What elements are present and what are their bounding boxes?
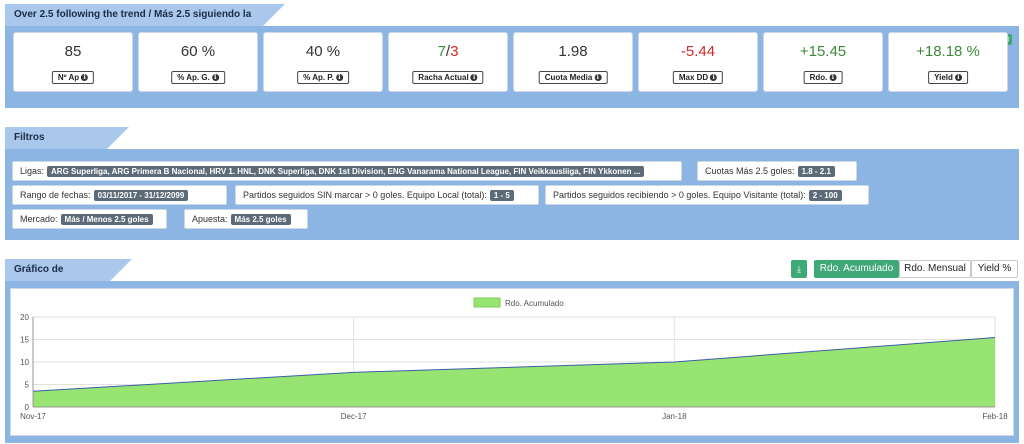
tab-yield[interactable]: Yield % (971, 260, 1018, 278)
stat-label-text: % Ap. G. (177, 73, 210, 82)
x-tick-label: Dec-17 (341, 412, 367, 421)
tab-rdo-acumulado[interactable]: Rdo. Acumulado (814, 260, 899, 278)
stat-label-text: Yield (934, 73, 953, 82)
y-tick-label: 5 (25, 381, 30, 390)
stat-label-text: Nº Ap (57, 73, 80, 82)
y-tick-label: 20 (20, 313, 29, 322)
results-title-tab: Gráfico de Resultados (5, 259, 132, 297)
stat-value: +15.45 (799, 43, 847, 60)
results-chart-svg: 0 5 10 15 20 Nov-17 Dec-17 Jan-18 Feb-18 Rdo. Acu… (20, 297, 1008, 421)
racha-wins: 7 (437, 43, 446, 60)
stat-value: 40 % (305, 43, 341, 60)
stat-label[interactable]: Rdo. i (803, 71, 843, 84)
stat-label[interactable]: Racha Actual i (412, 71, 484, 84)
info-icon: i (81, 74, 89, 82)
stat-label-text: % Ap. P. (303, 73, 334, 82)
info-icon: i (829, 74, 837, 82)
x-tick-label: Feb-18 (982, 412, 1008, 421)
stat-label-text: Rdo. (809, 73, 828, 82)
filter-ligas: Ligas: ARG Superliga, ARG Primera B Nacio… (12, 161, 682, 181)
legend-label: Rdo. Acumulado (505, 299, 564, 308)
filter-value-badge: ARG Superliga, ARG Primera B Nacional, H… (47, 166, 645, 178)
stat-card-ap-g: 60 % % Ap. G. i (138, 32, 258, 92)
x-tick-label: Nov-17 (20, 412, 46, 421)
filter-label: Rango de fechas: (20, 190, 91, 200)
filter-mercado: Mercado: Más / Menos 2.5 goles (12, 209, 167, 229)
stat-value: -5.44 (680, 43, 716, 60)
filter-value-badge: 03/11/2017 - 31/12/2099 (93, 190, 189, 202)
stat-label-text: Cuota Media (544, 73, 593, 82)
filter-value-badge: Más 2.5 goles (230, 214, 291, 226)
info-icon: i (211, 74, 219, 82)
filters-panel: Ligas: ARG Superliga, ARG Primera B Nacio… (5, 149, 1019, 240)
stat-value: 60 % (180, 43, 216, 60)
results-chart: 0 5 10 15 20 Nov-17 Dec-17 Jan-18 Feb-18 Rdo. Acu… (10, 288, 1014, 436)
filter-label: Partidos seguidos SIN marcar > 0 goles. … (243, 190, 487, 200)
filter-label: Partidos seguidos recibiendo > 0 goles. … (553, 190, 806, 200)
stat-value: 1.98 (558, 43, 588, 60)
filter-value-badge: 2 - 100 (808, 190, 842, 202)
stat-label[interactable]: % Ap. P. i (297, 71, 349, 84)
filter-value-badge: 1 - 5 (489, 190, 514, 202)
info-icon: i (594, 74, 602, 82)
legend-swatch (473, 297, 501, 308)
stat-card-racha: 7/3 Racha Actual i (388, 32, 508, 92)
stat-card-cuota-media: 1.98 Cuota Media i (513, 32, 633, 92)
filter-visitante: Partidos seguidos recibiendo > 0 goles. … (545, 185, 869, 205)
stat-card-num-ap: 85 Nº Ap i (13, 32, 133, 92)
stat-value: 85 (64, 43, 82, 60)
filter-value-badge: 1.8 - 2.1 (797, 166, 835, 178)
filter-value-badge: Más / Menos 2.5 goles (60, 214, 153, 226)
filter-label: Cuotas Más 2.5 goles: (705, 166, 795, 176)
filter-apuesta: Apuesta: Más 2.5 goles (184, 209, 308, 229)
stat-label[interactable]: Max DD i (672, 71, 724, 84)
y-tick-label: 10 (20, 358, 29, 367)
stat-label[interactable]: Yield i (928, 71, 968, 84)
stat-card-yield: +18.18 % Yield i (888, 32, 1008, 92)
racha-separator: / (445, 43, 451, 60)
x-tick-label: Jan-18 (662, 412, 687, 421)
stat-card-max-dd: -5.44 Max DD i (638, 32, 758, 92)
stat-value: +18.18 % (916, 43, 980, 60)
stat-label[interactable]: % Ap. G. i (171, 71, 225, 84)
filter-cuotas: Cuotas Más 2.5 goles: 1.8 - 2.1 (697, 161, 857, 181)
filter-fechas: Rango de fechas: 03/11/2017 - 31/12/2099 (12, 185, 227, 205)
info-icon: i (954, 74, 962, 82)
chart-download-button[interactable]: ⤓ (791, 260, 807, 278)
stat-label-text: Racha Actual (418, 73, 469, 82)
stat-label-text: Max DD (678, 73, 709, 82)
filters-title-tab: Filtros Seleccionados (5, 127, 129, 165)
info-icon: i (470, 74, 478, 82)
filter-local: Partidos seguidos SIN marcar > 0 goles. … (235, 185, 539, 205)
filter-label: Mercado: (20, 214, 58, 224)
y-tick-label: 15 (20, 336, 29, 345)
info-icon: i (710, 74, 718, 82)
stat-card-ap-p: 40 % % Ap. P. i (263, 32, 383, 92)
page-title-tab: Over 2.5 following the trend / Más 2.5 s… (5, 4, 285, 42)
filter-label: Apuesta: (192, 214, 228, 224)
series-line-rdo-acumulado (32, 336, 996, 392)
tab-rdo-mensual[interactable]: Rdo. Mensual (899, 260, 971, 278)
stat-label[interactable]: Cuota Media i (538, 71, 608, 84)
filter-label: Ligas: (20, 166, 45, 176)
stat-label[interactable]: Nº Ap i (51, 71, 95, 84)
info-icon: i (335, 74, 343, 82)
stat-value: 7/3 (389, 43, 507, 60)
y-tick-label: 0 (25, 403, 30, 412)
series-area-rdo-acumulado (33, 337, 995, 407)
racha-losses: 3 (450, 43, 459, 60)
stat-card-rdo: +15.45 Rdo. i (763, 32, 883, 92)
stats-panel: ⧉⤓⋖✉ 85 Nº Api 60 % % Ap. G.i 40 % % Ap.… (5, 26, 1019, 108)
